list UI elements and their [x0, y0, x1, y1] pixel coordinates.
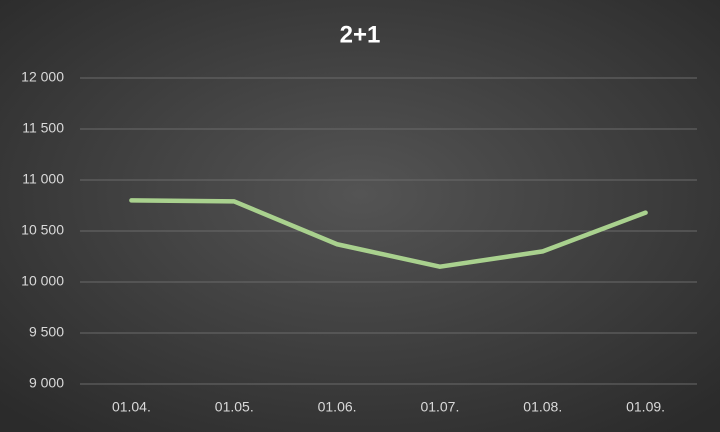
x-tick-label: 01.04.: [112, 399, 151, 415]
y-tick-label: 11 500: [22, 120, 64, 136]
x-tick-label: 01.06.: [318, 399, 357, 415]
y-tick-label: 10 000: [21, 273, 64, 289]
x-tick-label: 01.09.: [626, 399, 665, 415]
y-tick-label: 9 500: [29, 324, 64, 340]
x-tick-label: 01.05.: [215, 399, 254, 415]
x-tick-label: 01.08.: [523, 399, 562, 415]
data-line: [129, 198, 648, 269]
y-tick-label: 11 000: [22, 171, 64, 187]
x-tick-label: 01.07.: [420, 399, 459, 415]
chart-title: 2+1: [340, 21, 381, 48]
y-tick-label: 10 500: [21, 222, 64, 238]
y-tick-label: 9 000: [29, 375, 64, 391]
y-tick-label: 12 000: [21, 69, 64, 85]
